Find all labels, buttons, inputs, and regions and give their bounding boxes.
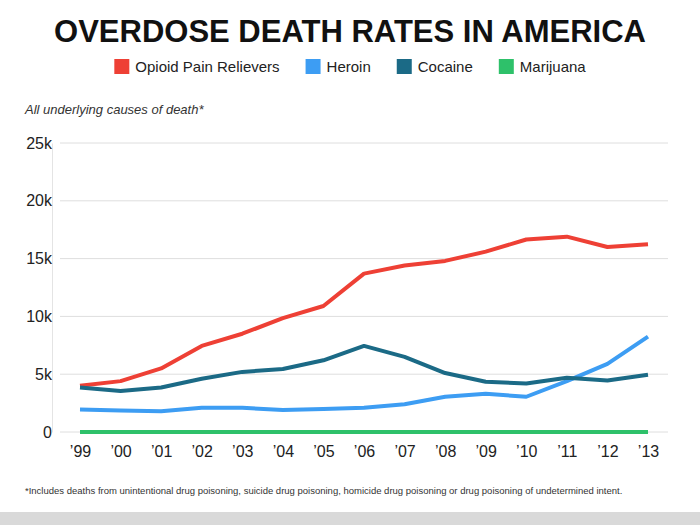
legend-label: Marijuana — [520, 58, 587, 75]
x-tick: ’99 — [70, 443, 91, 460]
x-tick-label: ’12 — [597, 443, 618, 460]
y-tick: 10k — [26, 308, 53, 325]
x-tick: ’00 — [110, 443, 131, 460]
grid — [60, 143, 668, 432]
legend-item: Heroin — [306, 58, 371, 75]
x-tick: ’08 — [435, 443, 456, 460]
y-tick-label: 5k — [35, 366, 53, 383]
series-line — [80, 237, 648, 386]
x-tick-label: ’13 — [638, 443, 659, 460]
y-tick: 0 — [43, 424, 52, 441]
x-tick-label: ’99 — [70, 443, 91, 460]
legend-swatch — [114, 59, 129, 74]
legend-label: Heroin — [327, 58, 371, 75]
x-tick-label: ’04 — [273, 443, 294, 460]
legend: Opioid Pain Relievers Heroin Cocaine Mariju… — [114, 58, 586, 75]
legend-label: Opioid Pain Relievers — [135, 58, 279, 75]
x-tick-label: ’01 — [151, 443, 172, 460]
legend-label: Cocaine — [418, 58, 473, 75]
legend-swatch — [397, 59, 412, 74]
x-tick: ’11 — [557, 443, 577, 460]
grid-line — [60, 432, 668, 433]
x-tick: ’04 — [273, 443, 294, 460]
y-tick: 25k — [26, 135, 53, 152]
chart: OVERDOSE DEATH RATES IN AMERICA Opioid Pa… — [0, 0, 700, 525]
x-tick-label: ’09 — [476, 443, 497, 460]
x-axis-line — [81, 432, 649, 433]
grid-line — [60, 143, 668, 144]
grid-line — [60, 374, 668, 375]
series-line — [80, 337, 648, 412]
y-tick-label: 10k — [26, 308, 53, 325]
x-tick-label: ’03 — [232, 443, 253, 460]
x-tick: ’05 — [313, 443, 334, 460]
x-tick: ’02 — [192, 443, 213, 460]
plot-area — [80, 237, 648, 432]
y-axis-line — [52, 144, 53, 433]
grid-line — [60, 316, 668, 317]
legend-item: Marijuana — [499, 58, 587, 75]
x-tick-label: ’07 — [394, 443, 415, 460]
y-tick-label: 0 — [43, 424, 52, 441]
title: OVERDOSE DEATH RATES IN AMERICA — [54, 14, 646, 49]
footer-band — [0, 512, 700, 525]
x-tick: ’13 — [638, 443, 659, 460]
y-tick-label: 15k — [26, 250, 53, 267]
x-tick-label: ’11 — [557, 443, 577, 460]
grid-line — [60, 200, 668, 201]
legend-item: Cocaine — [397, 58, 473, 75]
x-axis: ’99 ’00 ’01 ’02 ’03 ’04 ’05 ’06 ’07 ’08 ’09 ’10 ’11 ’… — [70, 433, 659, 461]
y-tick: 15k — [26, 250, 53, 267]
x-tick: ’03 — [232, 443, 253, 460]
series-line — [80, 430, 648, 434]
x-tick: ’01 — [151, 443, 172, 460]
y-axis: 0 5k 10k 15k 20k 25k — [26, 135, 53, 441]
series-line — [80, 346, 648, 391]
legend-swatch — [499, 59, 514, 74]
y-tick: 5k — [35, 366, 53, 383]
legend-item: Opioid Pain Relievers — [114, 58, 279, 75]
y-tick-label: 25k — [26, 135, 53, 152]
x-tick-label: ’02 — [192, 443, 213, 460]
y-tick: 20k — [26, 192, 53, 209]
background — [0, 0, 700, 525]
x-tick-label: ’08 — [435, 443, 456, 460]
subtitle: All underlying causes of death* — [24, 102, 204, 117]
x-tick-label: ’05 — [313, 443, 334, 460]
legend-swatch — [306, 59, 321, 74]
x-tick: ’06 — [354, 443, 375, 460]
y-tick-label: 20k — [26, 192, 53, 209]
footnote: *Includes deaths from unintentional drug… — [25, 485, 622, 496]
x-tick: ’09 — [476, 443, 497, 460]
x-tick: ’12 — [597, 443, 618, 460]
x-tick-label: ’06 — [354, 443, 375, 460]
x-tick-label: ’10 — [516, 443, 537, 460]
x-tick-label: ’00 — [110, 443, 131, 460]
grid-line — [60, 258, 668, 259]
x-tick: ’10 — [516, 443, 537, 460]
x-tick: ’07 — [394, 443, 415, 460]
